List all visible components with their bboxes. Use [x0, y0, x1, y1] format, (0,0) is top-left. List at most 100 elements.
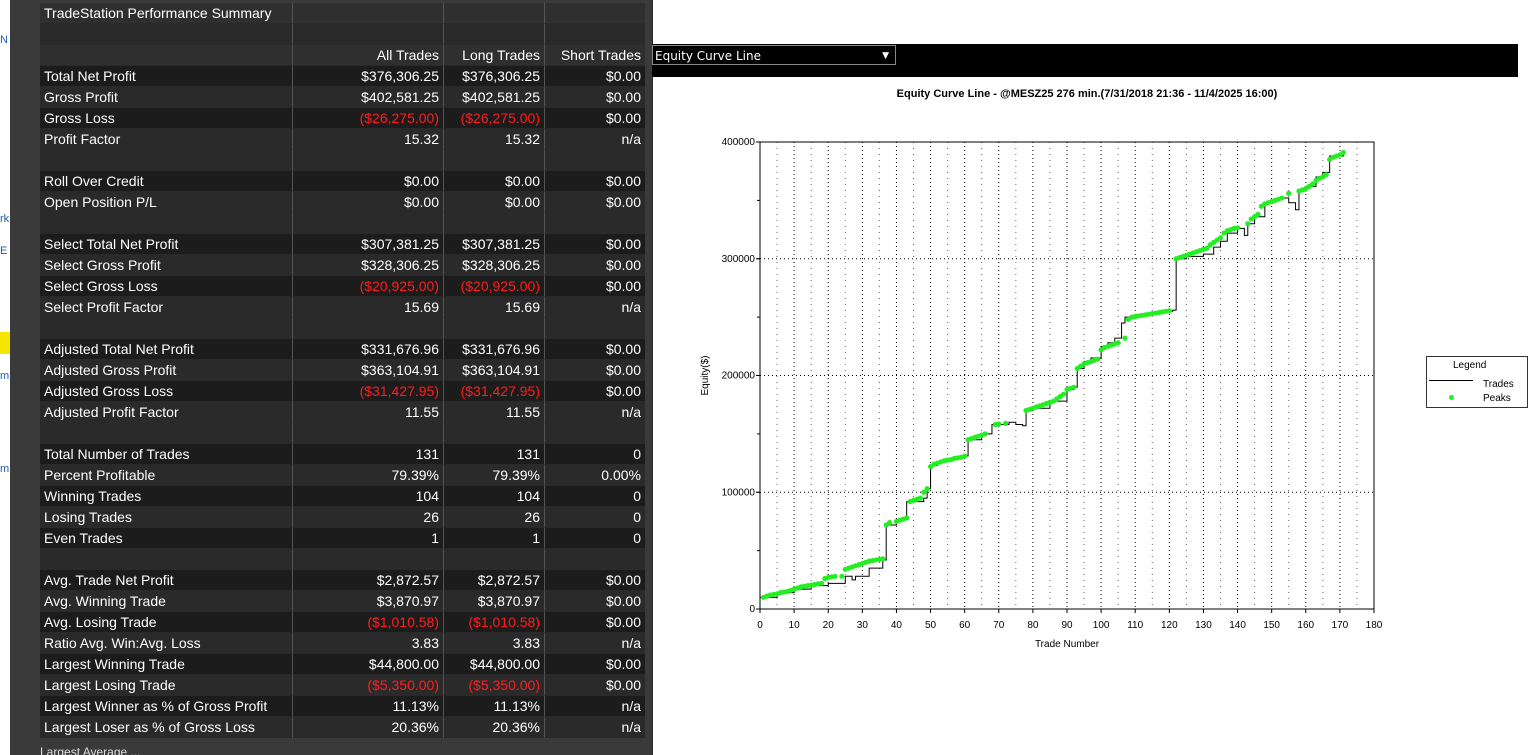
- column-header-all-trades[interactable]: All Trades: [293, 45, 444, 66]
- row-label: Select Gross Loss: [40, 276, 293, 297]
- x-tick-label: 30: [857, 620, 869, 631]
- long-trades-value: $402,581.25: [444, 87, 545, 108]
- row-label: Adjusted Total Net Profit: [40, 339, 293, 360]
- short-trades-value: 0: [545, 444, 645, 465]
- long-trades-value: 11.55: [444, 402, 545, 423]
- row-label: Select Gross Profit: [40, 255, 293, 276]
- short-trades-value: $0.00: [545, 192, 645, 213]
- short-trades-value: $0.00: [545, 255, 645, 276]
- row-label: Roll Over Credit: [40, 171, 293, 192]
- all-trades-value: $331,676.96: [293, 339, 444, 360]
- all-trades-value: $328,306.25: [293, 255, 444, 276]
- short-trades-value: n/a: [545, 633, 645, 654]
- row-label: Adjusted Profit Factor: [40, 402, 293, 423]
- row-label: Gross Profit: [40, 87, 293, 108]
- all-trades-value: ($5,350.00): [293, 675, 444, 696]
- summary-row: Largest Winning Trade $44,800.00 $44,800.0…: [40, 654, 650, 675]
- y-tick-label: 0: [749, 604, 755, 615]
- peak-point: [1279, 195, 1285, 201]
- summary-row: Total Number of Trades 131 131 0: [40, 444, 650, 465]
- x-tick-label: 130: [1195, 620, 1212, 631]
- all-trades-value: 11.13%: [293, 696, 444, 717]
- summary-row: Winning Trades 104 104 0: [40, 486, 650, 507]
- chevron-down-icon[interactable]: ▼: [882, 51, 889, 61]
- x-tick-label: 0: [757, 620, 763, 631]
- summary-row: Select Gross Loss ($20,925.00) ($20,925.00…: [40, 276, 650, 297]
- summary-row: Adjusted Profit Factor 11.55 11.55 n/a: [40, 402, 650, 423]
- peak-point: [1122, 335, 1128, 341]
- summary-row: Adjusted Gross Loss ($31,427.95) ($31,427.…: [40, 381, 650, 402]
- peak-point: [887, 520, 893, 526]
- blank-row: [40, 213, 650, 234]
- peak-point: [1217, 235, 1224, 241]
- column-header-long-trades[interactable]: Long Trades: [444, 45, 545, 66]
- peak-point: [921, 489, 927, 495]
- peak-point: [832, 573, 838, 579]
- summary-row: Largest Winner as % of Gross Profit 11.13…: [40, 696, 650, 717]
- x-tick-label: 110: [1127, 620, 1143, 631]
- all-trades-value: 11.55: [293, 402, 444, 423]
- all-trades-value: 131: [293, 444, 444, 465]
- performance-summary-grid: TradeStation Performance Summary All Tra…: [40, 3, 650, 738]
- column-header-short-trades[interactable]: Short Trades: [545, 45, 645, 66]
- all-trades-value: ($26,275.00): [293, 108, 444, 129]
- row-label: Adjusted Gross Loss: [40, 381, 293, 402]
- all-trades-value: 15.32: [293, 129, 444, 150]
- short-trades-value: 0.00%: [545, 465, 645, 486]
- short-trades-value: $0.00: [545, 675, 645, 696]
- background-text: rk: [0, 213, 10, 225]
- background-app-strip: N rk E m m: [0, 0, 10, 755]
- row-label: Avg. Trade Net Profit: [40, 570, 293, 591]
- legend-item-trades: Trades: [1483, 379, 1514, 390]
- x-tick-label: 60: [959, 620, 971, 631]
- long-trades-value: $44,800.00: [444, 654, 545, 675]
- peak-point: [1071, 384, 1077, 390]
- all-trades-value: $363,104.91: [293, 360, 444, 381]
- background-text: E: [0, 245, 8, 257]
- row-label: Profit Factor: [40, 129, 293, 150]
- x-tick-label: 150: [1263, 620, 1280, 631]
- short-trades-value: n/a: [545, 717, 645, 738]
- summary-row: Ratio Avg. Win:Avg. Loss 3.83 3.83 n/a: [40, 633, 650, 654]
- summary-row: Largest Losing Trade ($5,350.00) ($5,350.0…: [40, 675, 650, 696]
- long-trades-value: 20.36%: [444, 717, 545, 738]
- peak-point: [962, 453, 968, 459]
- peak-point: [1245, 221, 1251, 227]
- peak-point: [1323, 172, 1329, 178]
- chart-type-select[interactable]: Equity Curve Line ▼: [652, 45, 896, 65]
- blank-row: [40, 549, 650, 570]
- long-trades-value: $0.00: [444, 192, 545, 213]
- x-tick-label: 180: [1366, 620, 1383, 631]
- background-text: m: [0, 463, 10, 475]
- x-tick-label: 100: [1093, 620, 1110, 631]
- long-trades-value: $376,306.25: [444, 66, 545, 87]
- row-label: Percent Profitable: [40, 465, 293, 486]
- peak-point: [1255, 211, 1261, 217]
- blank-row: [40, 150, 650, 171]
- row-label: Avg. Losing Trade: [40, 612, 293, 633]
- peak-point: [1003, 420, 1009, 426]
- long-trades-value: ($1,010.58): [444, 612, 545, 633]
- peak-point: [818, 580, 824, 586]
- row-label: Losing Trades: [40, 507, 293, 528]
- summary-title-row: TradeStation Performance Summary: [40, 3, 650, 24]
- long-trades-value: $328,306.25: [444, 255, 545, 276]
- peak-point: [917, 495, 923, 501]
- peak-point: [1204, 245, 1210, 251]
- long-trades-value: 131: [444, 444, 545, 465]
- short-trades-value: $0.00: [545, 66, 645, 87]
- summary-title: TradeStation Performance Summary: [40, 3, 293, 24]
- all-trades-value: $307,381.25: [293, 234, 444, 255]
- background-highlight: [0, 332, 10, 354]
- summary-row: Adjusted Gross Profit $363,104.91 $363,104…: [40, 360, 650, 381]
- legend-dot-icon: [1449, 395, 1454, 400]
- all-trades-value: ($31,427.95): [293, 381, 444, 402]
- all-trades-value: 20.36%: [293, 717, 444, 738]
- x-tick-label: 50: [925, 620, 937, 631]
- peak-point: [839, 573, 845, 579]
- all-trades-value: $44,800.00: [293, 654, 444, 675]
- all-trades-value: 26: [293, 507, 444, 528]
- y-tick-label: 200000: [722, 371, 756, 382]
- x-tick-label: 40: [891, 620, 903, 631]
- short-trades-value: n/a: [545, 297, 645, 318]
